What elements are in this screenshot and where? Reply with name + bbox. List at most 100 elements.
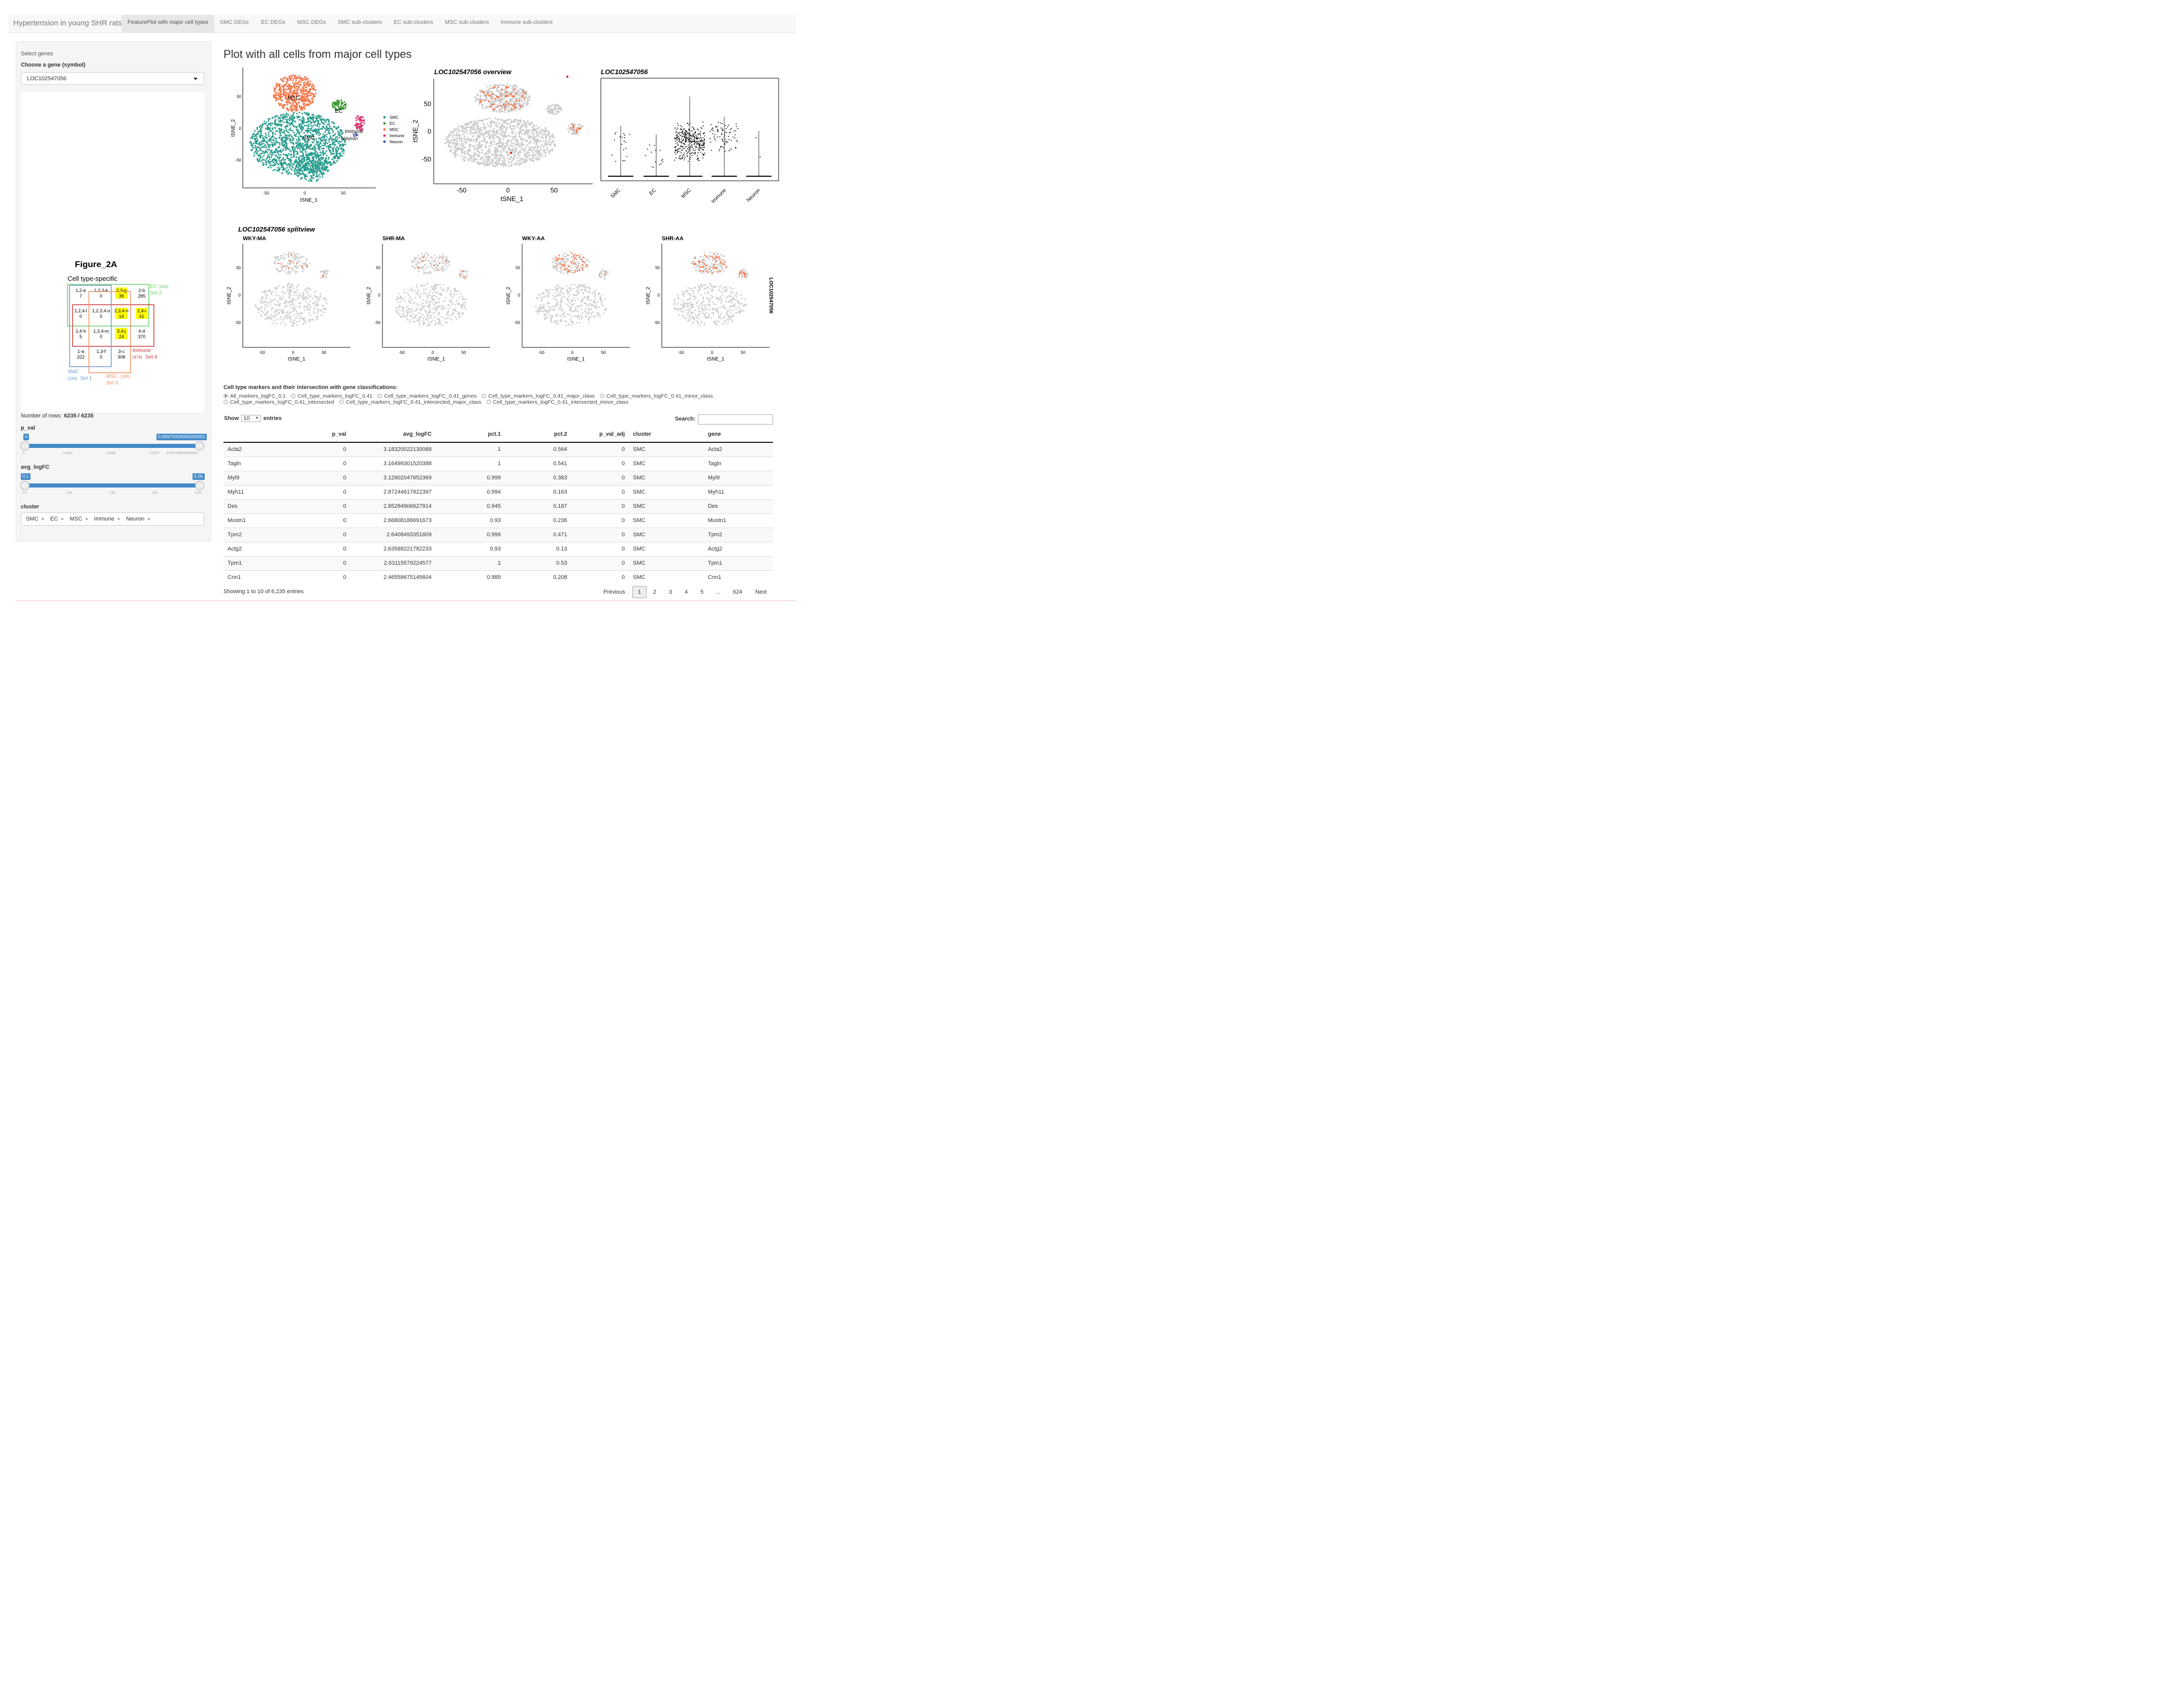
p-val-min-handle[interactable] [20, 441, 29, 450]
tsne-point-msc [288, 101, 291, 104]
tsne-point-smc [279, 134, 281, 136]
split-point [304, 296, 306, 298]
violin-point [691, 135, 692, 137]
tsne-point-smc [330, 151, 332, 153]
tsne-point-smc [310, 168, 312, 171]
tsne-point-smc [305, 154, 307, 156]
tab-msc-degs[interactable]: MSC DEGs [297, 19, 326, 25]
tsne-point-smc [330, 164, 332, 166]
tsne-point-ec [341, 103, 343, 105]
violin-point [703, 145, 705, 146]
close-icon[interactable]: × [85, 516, 88, 522]
tsne-point-smc [278, 146, 280, 148]
violin-point [692, 136, 694, 137]
tsne-point-msc [306, 93, 308, 95]
tab-ec-subclusters[interactable]: EC sub-clusters [394, 19, 433, 25]
overview-point [522, 88, 524, 90]
avg-logfc-tick: 3.81 [152, 492, 158, 495]
overview-point [489, 103, 491, 105]
overview-point [506, 83, 508, 85]
tsne-point-msc [300, 98, 303, 100]
overview-point [451, 134, 454, 136]
cluster-chip-msc[interactable]: MSC × [70, 516, 88, 522]
tsne-point-msc [299, 77, 301, 79]
tsne-point-smc [301, 125, 304, 128]
tsne-point-smc [293, 125, 295, 128]
close-icon[interactable]: × [61, 516, 64, 522]
split-point [292, 323, 294, 325]
tsne-point-smc [296, 128, 298, 131]
p-val-slider-track[interactable] [25, 444, 200, 448]
violin-point [689, 142, 691, 144]
tab-ec-degs[interactable]: EC DEGs [261, 19, 285, 25]
cluster-chip-immune[interactable]: Immune × [94, 516, 120, 522]
tsne-point-smc [334, 162, 337, 164]
violin-point [699, 140, 701, 142]
overview-point [454, 145, 457, 147]
overview-point [556, 110, 558, 113]
overview-point [478, 131, 480, 133]
cluster-chip-smc[interactable]: SMC × [26, 516, 44, 522]
close-icon[interactable]: × [147, 516, 150, 522]
split-point [282, 321, 284, 323]
tab-immune-subclusters[interactable]: Immune sub-clusters [501, 19, 553, 25]
split-point [306, 306, 308, 308]
close-icon[interactable]: × [41, 516, 44, 522]
violin-point [699, 134, 700, 135]
overview-point [529, 148, 531, 151]
app-title[interactable]: Hypertension in young SHR rats [13, 19, 122, 27]
tsne-point-smc [294, 161, 296, 163]
overview-point [456, 148, 458, 150]
p-val-max-handle[interactable] [195, 441, 204, 450]
avg-logfc-max-handle[interactable] [195, 481, 204, 490]
tab-featureplot[interactable]: FeaturePlot with major cell types [121, 15, 214, 33]
tab-smc-degs[interactable]: SMC DEGs [220, 19, 249, 25]
split-point [295, 294, 297, 296]
tsne-point-smc [341, 155, 343, 157]
avg-logfc-min-handle[interactable] [20, 481, 29, 490]
gene-select[interactable]: LOC102547056 [21, 72, 204, 85]
tab-msc-subclusters[interactable]: MSC sub-clusters [445, 19, 489, 25]
tsne-point-smc [298, 139, 300, 141]
overview-point [524, 148, 526, 151]
overview-point [505, 135, 507, 137]
tsne-point-smc [287, 173, 289, 175]
avg-logfc-slider-track[interactable] [25, 483, 200, 488]
overview-point [519, 145, 521, 147]
violin-point [682, 146, 684, 147]
tsne-point-smc [278, 120, 280, 122]
overview-point [509, 156, 511, 158]
tsne-point-smc [301, 157, 303, 159]
overview-point [448, 142, 451, 144]
cluster-chip-neuron[interactable]: Neuron × [126, 516, 150, 522]
y-tick: -50 [422, 155, 431, 163]
overview-point [459, 125, 461, 127]
split-point [275, 291, 277, 294]
tsne-point-smc [311, 175, 313, 177]
overview-expr-point [579, 127, 581, 130]
overview-point [498, 138, 501, 140]
cluster-chip-ec[interactable]: EC × [50, 516, 64, 522]
overview-point [507, 134, 510, 137]
tsne-point-smc [262, 158, 264, 161]
split-point [279, 297, 281, 299]
overview-point [508, 126, 511, 128]
overview-point [492, 159, 494, 162]
tsne-point-smc [274, 169, 276, 171]
tsne-point-smc [333, 146, 335, 148]
cluster-multiselect[interactable]: SMC × EC × MSC × Immune × Neuron × [21, 512, 204, 526]
tsne-point-smc [282, 163, 284, 165]
tsne-point-smc [266, 124, 268, 126]
overview-point [488, 157, 491, 159]
violin-point [695, 137, 697, 139]
violin-point [697, 149, 699, 151]
overview-point [515, 163, 517, 165]
overview-point [501, 132, 503, 134]
close-icon[interactable]: × [117, 516, 120, 522]
tsne-point-msc [275, 91, 277, 93]
overview-point [491, 154, 493, 156]
overview-point [541, 153, 543, 155]
tab-smc-subclusters[interactable]: SMC sub-clusters [338, 19, 382, 25]
tsne-point-smc [315, 143, 317, 146]
tsne-point-smc [254, 135, 257, 137]
